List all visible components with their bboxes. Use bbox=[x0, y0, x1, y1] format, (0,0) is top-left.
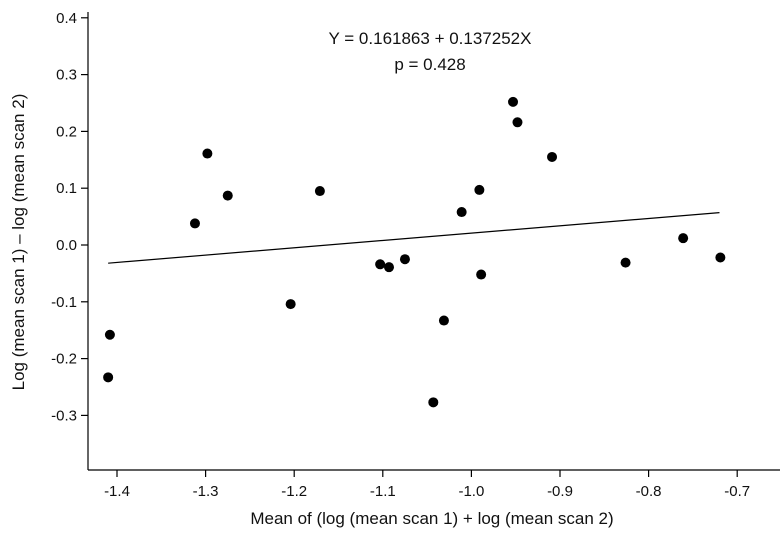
data-point bbox=[222, 190, 233, 201]
x-tick-label: -0.8 bbox=[636, 483, 662, 500]
data-point bbox=[476, 269, 487, 280]
y-tick-label: 0.0 bbox=[56, 237, 77, 254]
x-tick-label: -1.4 bbox=[104, 483, 130, 500]
data-point bbox=[384, 262, 395, 273]
axes bbox=[87, 12, 780, 471]
regression-equation: Y = 0.161863 + 0.137252X bbox=[329, 29, 532, 48]
y-tick-label: 0.1 bbox=[56, 180, 77, 197]
data-point bbox=[438, 315, 449, 326]
regression-line-group bbox=[108, 212, 720, 264]
data-point bbox=[399, 254, 410, 265]
data-point bbox=[428, 397, 439, 408]
y-tick-label: 0.3 bbox=[56, 67, 77, 84]
data-point bbox=[715, 252, 726, 263]
data-point bbox=[508, 96, 519, 107]
data-point bbox=[512, 117, 523, 128]
x-axis-title: Mean of (log (mean scan 1) + log (mean s… bbox=[250, 509, 613, 528]
ticks: -1.4 -1.3 -1.2 -1.1 -1.0 -0.9 -0.8 -0.7 -0.3 -0.2… bbox=[51, 10, 750, 500]
regression-line bbox=[108, 212, 720, 264]
y-tick-label: -0.2 bbox=[51, 351, 77, 368]
x-tick-label: -1.1 bbox=[370, 483, 396, 500]
data-point bbox=[202, 148, 213, 159]
data-point bbox=[456, 207, 467, 218]
y-tick-label: 0.4 bbox=[56, 10, 77, 27]
data-point bbox=[678, 233, 689, 244]
data-point bbox=[474, 184, 485, 195]
x-tick-label: -1.3 bbox=[193, 483, 219, 500]
x-tick-label: -1.2 bbox=[281, 483, 307, 500]
x-tick-label: -0.7 bbox=[724, 483, 750, 500]
data-point bbox=[547, 151, 558, 162]
y-tick-label: -0.3 bbox=[51, 407, 77, 424]
data-point bbox=[375, 259, 386, 270]
x-tick-label: -1.0 bbox=[458, 483, 484, 500]
y-tick-label: -0.1 bbox=[51, 294, 77, 311]
data-point bbox=[620, 257, 631, 268]
data-point bbox=[314, 186, 325, 197]
p-value-label: p = 0.428 bbox=[394, 55, 465, 74]
y-tick-label: 0.2 bbox=[56, 123, 77, 140]
data-point bbox=[104, 329, 115, 340]
data-points bbox=[103, 96, 726, 408]
data-point bbox=[103, 372, 114, 383]
data-point bbox=[285, 299, 296, 310]
data-point bbox=[189, 218, 200, 229]
y-axis-title: Log (mean scan 1) – log (mean scan 2) bbox=[9, 94, 28, 391]
x-tick-label: -0.9 bbox=[547, 483, 573, 500]
